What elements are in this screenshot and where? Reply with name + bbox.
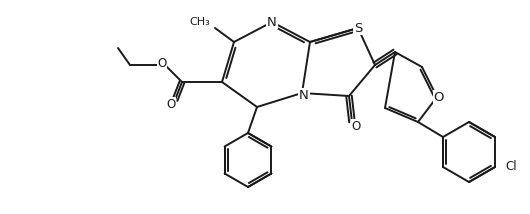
Text: O: O (434, 91, 444, 104)
Text: O: O (157, 56, 166, 70)
Text: N: N (299, 89, 309, 101)
Text: O: O (351, 119, 360, 132)
Text: O: O (166, 98, 175, 110)
Text: S: S (354, 21, 362, 34)
Text: N: N (267, 15, 277, 28)
Text: Cl: Cl (505, 160, 517, 174)
Text: CH₃: CH₃ (190, 17, 210, 27)
